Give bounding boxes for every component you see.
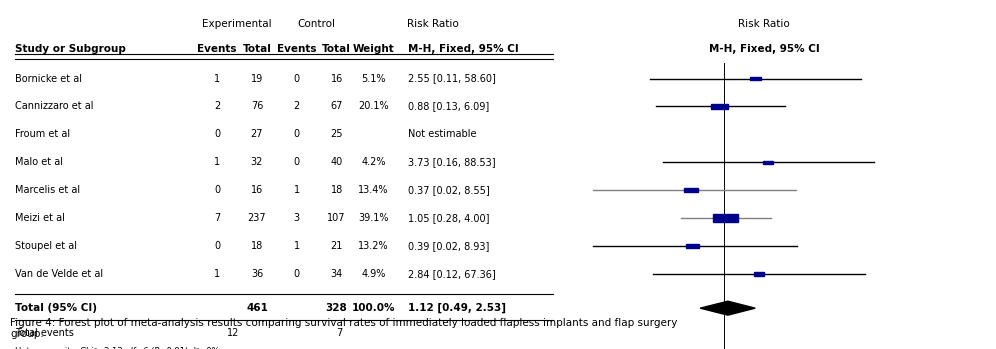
- Text: Events: Events: [277, 44, 317, 54]
- Text: 0.37 [0.02, 8.55]: 0.37 [0.02, 8.55]: [408, 185, 490, 195]
- Text: 13.4%: 13.4%: [359, 185, 388, 195]
- Text: 1.12 [0.49, 2.53]: 1.12 [0.49, 2.53]: [408, 303, 506, 313]
- Text: 2: 2: [294, 102, 300, 111]
- Text: Total (95% CI): Total (95% CI): [15, 303, 97, 313]
- Text: Study or Subgroup: Study or Subgroup: [15, 44, 125, 54]
- Text: 1: 1: [294, 185, 300, 195]
- Text: Figure 4: Forest plot of meta-analysis results comparing survival rates of immed: Figure 4: Forest plot of meta-analysis r…: [10, 318, 677, 339]
- Text: 4.9%: 4.9%: [362, 269, 385, 279]
- Text: 2.84 [0.12, 67.36]: 2.84 [0.12, 67.36]: [408, 269, 496, 279]
- FancyBboxPatch shape: [713, 214, 738, 222]
- Text: 461: 461: [246, 303, 268, 313]
- Text: 7: 7: [214, 213, 220, 223]
- Text: 0: 0: [294, 269, 300, 279]
- FancyBboxPatch shape: [763, 161, 773, 164]
- Text: Control: Control: [298, 20, 336, 29]
- Text: 2.55 [0.11, 58.60]: 2.55 [0.11, 58.60]: [408, 74, 496, 83]
- Text: 2: 2: [214, 102, 220, 111]
- Text: Risk Ratio: Risk Ratio: [407, 20, 459, 29]
- Text: Total: Total: [323, 44, 351, 54]
- Text: 0: 0: [294, 129, 300, 139]
- Text: 67: 67: [331, 102, 343, 111]
- Text: 25: 25: [331, 129, 343, 139]
- Text: 32: 32: [251, 157, 263, 167]
- FancyBboxPatch shape: [684, 188, 697, 192]
- Text: Weight: Weight: [353, 44, 394, 54]
- Text: 5.1%: 5.1%: [362, 74, 385, 83]
- Text: 27: 27: [251, 129, 263, 139]
- FancyBboxPatch shape: [754, 272, 764, 276]
- Text: Total events: Total events: [15, 328, 74, 338]
- Text: 237: 237: [248, 213, 266, 223]
- Text: 100.0%: 100.0%: [352, 303, 395, 313]
- Text: 20.1%: 20.1%: [359, 102, 388, 111]
- Text: 3: 3: [294, 213, 300, 223]
- Text: Bornicke et al: Bornicke et al: [15, 74, 82, 83]
- Text: 76: 76: [251, 102, 263, 111]
- Text: M-H, Fixed, 95% CI: M-H, Fixed, 95% CI: [408, 44, 519, 54]
- Text: 36: 36: [251, 269, 263, 279]
- Text: Heterogeneity: Chi²=2.13, df=6 (P=0.91); I²=0%: Heterogeneity: Chi²=2.13, df=6 (P=0.91);…: [15, 347, 219, 349]
- Text: 1: 1: [214, 269, 220, 279]
- Text: 16: 16: [331, 74, 343, 83]
- Text: Meizi et al: Meizi et al: [15, 213, 65, 223]
- Text: Risk Ratio: Risk Ratio: [738, 20, 790, 29]
- FancyBboxPatch shape: [750, 77, 761, 80]
- Text: 328: 328: [326, 303, 348, 313]
- Text: Experimental: Experimental: [202, 20, 272, 29]
- Text: 12: 12: [227, 328, 239, 338]
- Text: 3.73 [0.16, 88.53]: 3.73 [0.16, 88.53]: [408, 157, 496, 167]
- Text: 1.05 [0.28, 4.00]: 1.05 [0.28, 4.00]: [408, 213, 490, 223]
- Text: 21: 21: [331, 241, 343, 251]
- Text: 0: 0: [214, 185, 220, 195]
- Text: 0: 0: [214, 241, 220, 251]
- Text: 40: 40: [331, 157, 343, 167]
- Text: 39.1%: 39.1%: [359, 213, 388, 223]
- Text: 7: 7: [337, 328, 343, 338]
- Text: 1: 1: [294, 241, 300, 251]
- Text: Marcelis et al: Marcelis et al: [15, 185, 80, 195]
- Text: 4.2%: 4.2%: [362, 157, 385, 167]
- Text: Total: Total: [243, 44, 271, 54]
- Polygon shape: [700, 301, 755, 315]
- Text: 13.2%: 13.2%: [359, 241, 388, 251]
- Text: Froum et al: Froum et al: [15, 129, 70, 139]
- Text: Malo et al: Malo et al: [15, 157, 63, 167]
- Text: 0.39 [0.02, 8.93]: 0.39 [0.02, 8.93]: [408, 241, 490, 251]
- Text: 107: 107: [328, 213, 346, 223]
- Text: 0: 0: [294, 74, 300, 83]
- Text: 19: 19: [251, 74, 263, 83]
- Text: 0.88 [0.13, 6.09]: 0.88 [0.13, 6.09]: [408, 102, 490, 111]
- Text: Stoupel et al: Stoupel et al: [15, 241, 77, 251]
- Text: 18: 18: [331, 185, 343, 195]
- Text: 1: 1: [214, 74, 220, 83]
- Text: M-H, Fixed, 95% CI: M-H, Fixed, 95% CI: [708, 44, 820, 54]
- Text: Events: Events: [197, 44, 237, 54]
- Text: 1: 1: [214, 157, 220, 167]
- Text: Cannizzaro et al: Cannizzaro et al: [15, 102, 94, 111]
- Text: Van de Velde et al: Van de Velde et al: [15, 269, 103, 279]
- Text: 0: 0: [294, 157, 300, 167]
- FancyBboxPatch shape: [685, 244, 699, 248]
- Text: 34: 34: [331, 269, 343, 279]
- Text: 0: 0: [214, 129, 220, 139]
- FancyBboxPatch shape: [711, 104, 728, 109]
- Text: 16: 16: [251, 185, 263, 195]
- Text: 18: 18: [251, 241, 263, 251]
- Text: Not estimable: Not estimable: [408, 129, 477, 139]
